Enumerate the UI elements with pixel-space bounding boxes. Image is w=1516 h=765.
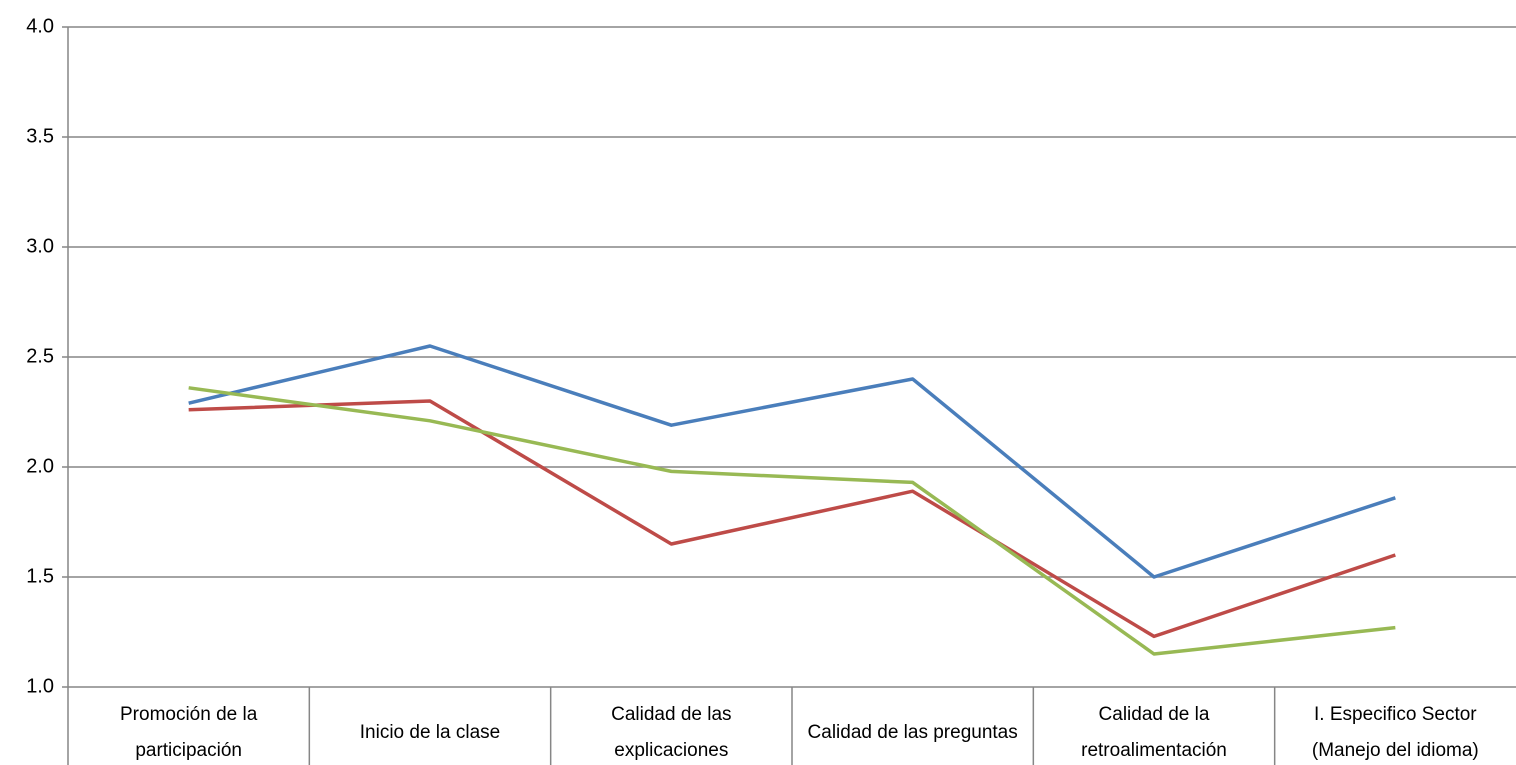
series-line (188, 344, 1396, 579)
y-tick-label: 4.0 (26, 15, 54, 37)
series-line (188, 386, 1396, 656)
x-tick-label: Promoción de la participación (120, 704, 258, 761)
x-tick-label: Calidad de la retroalimentación (1081, 704, 1227, 761)
series-line (188, 399, 1396, 639)
y-tick-label: 2.0 (26, 455, 54, 477)
x-tick-label: Calidad de las preguntas (807, 722, 1018, 743)
y-tick-label: 1.5 (26, 565, 54, 587)
x-tick-label: Calidad de las explicaciones (611, 704, 732, 761)
x-tick-label: I. Especifico Sector (Manejo del idioma) (1311, 704, 1479, 761)
y-tick-label: 3.0 (26, 235, 54, 257)
x-tick-label: Inicio de la clase (359, 722, 501, 743)
y-tick-label: 2.5 (26, 345, 54, 367)
y-tick-label: 3.5 (26, 125, 54, 147)
y-tick-label: 1.0 (26, 675, 54, 697)
